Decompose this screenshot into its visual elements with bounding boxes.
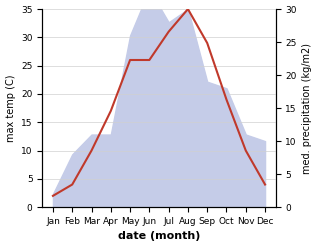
Y-axis label: med. precipitation (kg/m2): med. precipitation (kg/m2) bbox=[302, 43, 313, 174]
X-axis label: date (month): date (month) bbox=[118, 231, 200, 242]
Y-axis label: max temp (C): max temp (C) bbox=[5, 74, 16, 142]
